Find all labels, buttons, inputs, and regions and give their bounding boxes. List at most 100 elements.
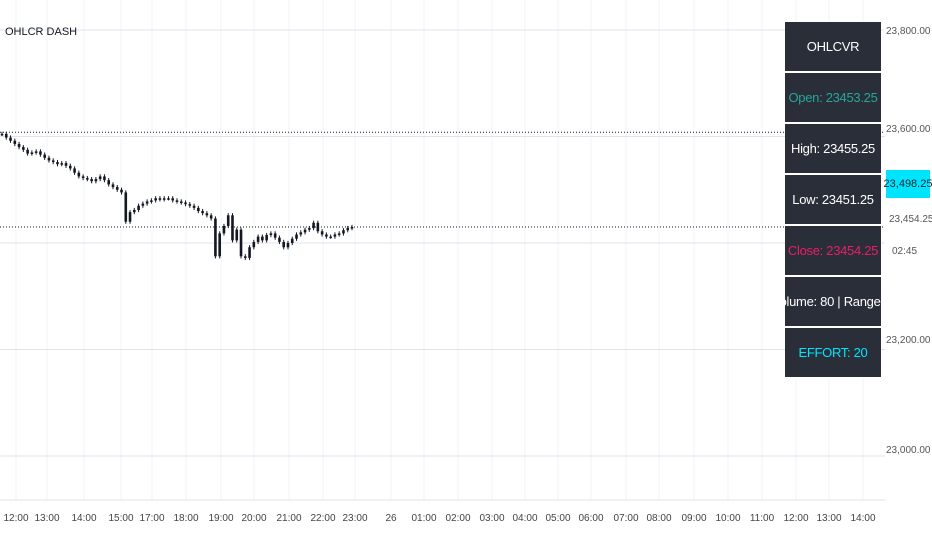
candle	[77, 170, 81, 179]
candle	[13, 138, 17, 147]
candle	[299, 230, 303, 237]
aux-time-label: 02:45	[892, 246, 918, 257]
candle	[90, 176, 93, 184]
time-tick: 11:00	[749, 513, 775, 524]
candle	[9, 135, 12, 143]
candle	[47, 155, 51, 163]
time-tick: 17:00	[139, 513, 165, 524]
time-tick: 15:00	[108, 513, 134, 524]
candle	[73, 166, 76, 175]
time-tick: 18:00	[173, 513, 199, 524]
candle	[239, 227, 243, 259]
candle	[158, 196, 162, 202]
candle	[103, 174, 106, 183]
price-tick: 23,600.00	[886, 124, 931, 135]
candle	[141, 201, 145, 208]
candle	[4, 131, 8, 140]
candle	[64, 160, 68, 168]
candle	[124, 190, 128, 224]
candles	[0, 131, 354, 261]
price-tick: 23,000.00	[886, 445, 931, 456]
candle	[162, 196, 166, 202]
candle	[60, 160, 64, 167]
low-value: Low: 23451.25	[785, 175, 881, 226]
candle	[205, 211, 209, 218]
candle	[226, 213, 230, 229]
time-tick: 07:00	[613, 513, 639, 524]
candle	[295, 232, 298, 241]
candle	[252, 239, 256, 250]
candle	[17, 141, 21, 150]
candle	[137, 203, 140, 213]
candle	[209, 213, 213, 221]
candle	[56, 159, 59, 167]
candle	[34, 149, 38, 155]
dashboard-title: OHLCVR	[785, 22, 881, 73]
time-tick: 22:00	[310, 513, 336, 524]
candle	[81, 174, 85, 181]
time-tick: 13:00	[34, 513, 60, 524]
candle	[30, 150, 34, 156]
candle	[201, 208, 204, 216]
candle	[286, 240, 290, 250]
time-tick: 23:00	[342, 513, 368, 524]
price-tick: 23,800.00	[886, 26, 931, 37]
candle	[188, 201, 192, 208]
candle	[282, 239, 286, 250]
candle	[111, 182, 115, 190]
candle	[133, 207, 136, 215]
candle	[197, 205, 200, 214]
open-value: Open: 23453.25	[785, 73, 881, 124]
reference-lines	[0, 131, 885, 228]
candle	[39, 149, 42, 157]
candle	[115, 184, 119, 192]
candle	[128, 209, 132, 224]
volume-range-value: Volume: 80 | Range: 4	[785, 277, 881, 328]
ohlcvr-dashboard: OHLCVR Open: 23453.25 High: 23455.25 Low…	[785, 22, 881, 379]
price-tick: 23,200.00	[886, 335, 931, 346]
candle	[308, 225, 311, 232]
candle	[269, 231, 273, 238]
high-value: High: 23455.25	[785, 124, 881, 175]
vertical-grid	[15, 0, 864, 500]
candle	[235, 227, 239, 243]
time-tick: 12:00	[783, 513, 809, 524]
candle	[22, 145, 25, 152]
time-tick: 08:00	[646, 513, 672, 524]
candle	[218, 231, 221, 259]
candle	[312, 220, 315, 231]
candle	[150, 198, 153, 204]
candle	[342, 228, 345, 236]
candle	[107, 178, 111, 187]
candle	[68, 163, 72, 171]
time-tick: 03:00	[479, 513, 505, 524]
candle	[290, 236, 294, 246]
candle	[179, 199, 183, 205]
candle	[350, 224, 354, 231]
time-tick: 20:00	[241, 513, 267, 524]
candle	[265, 232, 268, 243]
candle	[51, 158, 55, 165]
candle	[154, 196, 157, 203]
candle	[184, 200, 187, 207]
candle	[86, 175, 89, 182]
candle	[26, 147, 29, 156]
candle	[316, 220, 320, 234]
candle	[0, 131, 4, 136]
time-tick: 12:00	[3, 513, 29, 524]
time-tick: 21:00	[276, 513, 302, 524]
candle	[43, 152, 46, 160]
candle	[171, 196, 175, 203]
candle	[192, 203, 196, 210]
candle	[94, 176, 98, 184]
time-tick: 06:00	[578, 513, 604, 524]
candle	[222, 223, 226, 236]
time-tick: 13:00	[816, 513, 842, 524]
candle	[337, 231, 341, 237]
candle	[273, 231, 277, 240]
time-tick: 26	[385, 513, 397, 524]
time-tick: 09:00	[681, 513, 707, 524]
candle	[120, 187, 123, 195]
candle	[256, 234, 260, 245]
time-tick: 02:00	[445, 513, 471, 524]
